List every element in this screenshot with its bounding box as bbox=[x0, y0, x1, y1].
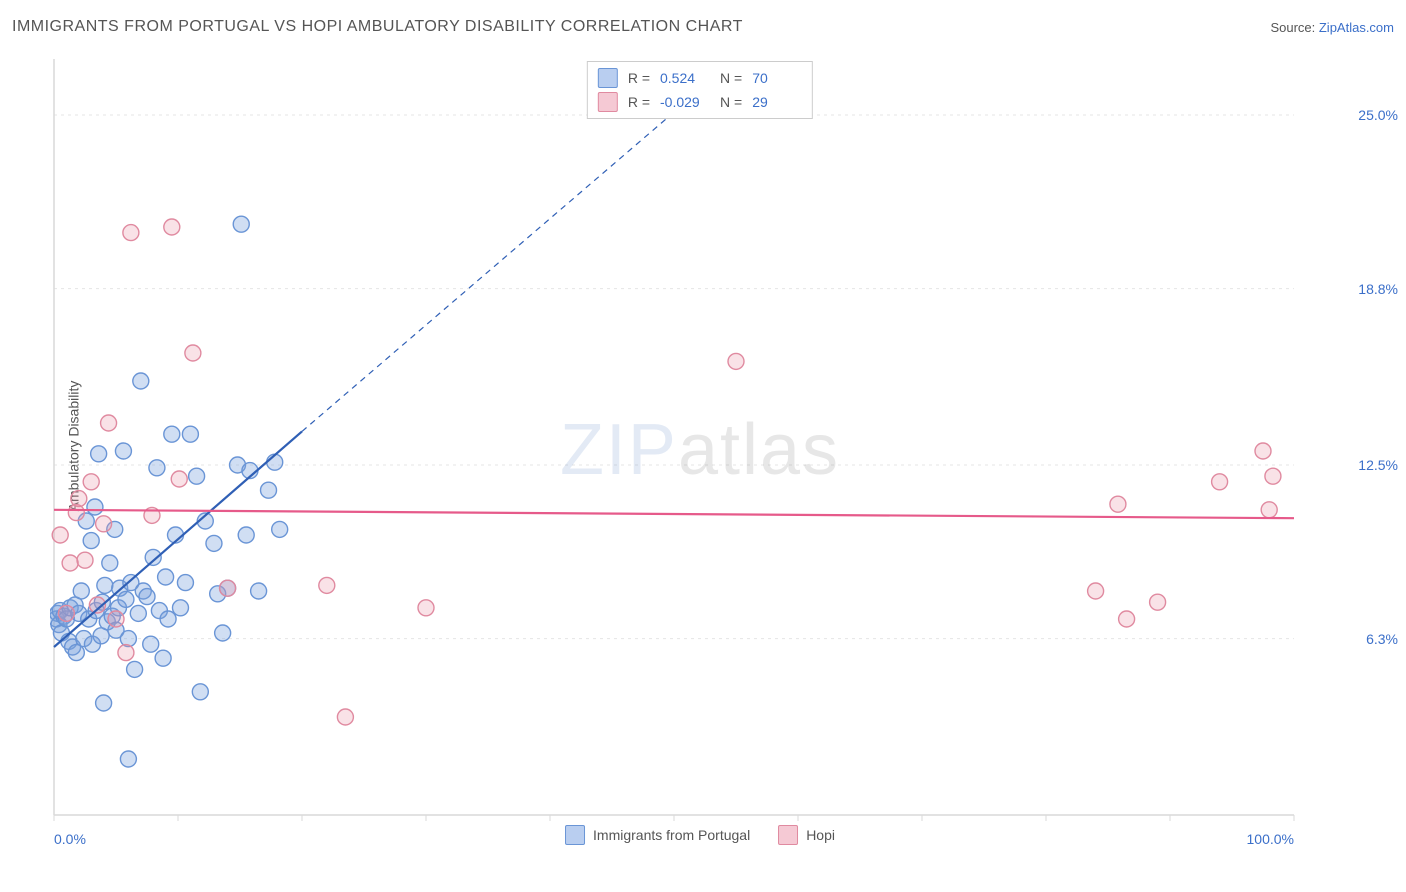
scatter-point bbox=[728, 353, 744, 369]
scatter-point bbox=[1150, 594, 1166, 610]
swatch-portugal bbox=[598, 68, 618, 88]
scatter-point bbox=[337, 709, 353, 725]
scatter-point bbox=[71, 491, 87, 507]
scatter-point bbox=[1088, 583, 1104, 599]
swatch-hopi bbox=[598, 92, 618, 112]
scatter-point bbox=[102, 555, 118, 571]
chart-title: IMMIGRANTS FROM PORTUGAL VS HOPI AMBULAT… bbox=[12, 18, 743, 36]
scatter-point bbox=[164, 219, 180, 235]
legend-item-portugal: Immigrants from Portugal bbox=[565, 825, 750, 845]
scatter-point bbox=[251, 583, 267, 599]
y-tick-label: 12.5% bbox=[1358, 457, 1398, 473]
scatter-point bbox=[272, 521, 288, 537]
legend-label-portugal: Immigrants from Portugal bbox=[593, 827, 750, 843]
scatter-point bbox=[1255, 443, 1271, 459]
scatter-point bbox=[139, 589, 155, 605]
scatter-point bbox=[133, 373, 149, 389]
scatter-point bbox=[1119, 611, 1135, 627]
scatter-point bbox=[1110, 496, 1126, 512]
stats-legend: R = 0.524 N = 70 R = -0.029 N = 29 bbox=[587, 61, 813, 119]
legend-item-hopi: Hopi bbox=[778, 825, 835, 845]
scatter-point bbox=[115, 443, 131, 459]
n-value-portugal: 70 bbox=[752, 70, 802, 86]
scatter-point bbox=[96, 516, 112, 532]
legend-swatch-hopi bbox=[778, 825, 798, 845]
x-tick-label: 0.0% bbox=[54, 831, 86, 847]
scatter-point bbox=[267, 454, 283, 470]
scatter-point bbox=[1261, 502, 1277, 518]
scatter-point bbox=[215, 625, 231, 641]
scatter-point bbox=[96, 695, 112, 711]
scatter-point bbox=[185, 345, 201, 361]
scatter-point bbox=[238, 527, 254, 543]
scatter-point bbox=[52, 527, 68, 543]
n-value-hopi: 29 bbox=[752, 94, 802, 110]
scatter-point bbox=[418, 600, 434, 616]
scatter-point bbox=[177, 575, 193, 591]
scatter-point bbox=[1265, 468, 1281, 484]
y-tick-label: 25.0% bbox=[1358, 107, 1398, 123]
scatter-point bbox=[1212, 474, 1228, 490]
scatter-point bbox=[158, 569, 174, 585]
y-tick-label: 6.3% bbox=[1366, 631, 1398, 647]
scatter-point bbox=[130, 605, 146, 621]
r-value-hopi: -0.029 bbox=[660, 94, 710, 110]
legend-label-hopi: Hopi bbox=[806, 827, 835, 843]
scatter-point bbox=[189, 468, 205, 484]
x-tick-label: 100.0% bbox=[1247, 831, 1294, 847]
legend-swatch-portugal bbox=[565, 825, 585, 845]
scatter-point bbox=[164, 426, 180, 442]
r-label: R = bbox=[628, 94, 650, 110]
scatter-point bbox=[83, 533, 99, 549]
scatter-point bbox=[160, 611, 176, 627]
scatter-point bbox=[83, 474, 99, 490]
regression-line bbox=[54, 510, 1294, 518]
scatter-point bbox=[108, 611, 124, 627]
stats-row-portugal: R = 0.524 N = 70 bbox=[598, 66, 802, 90]
scatter-point bbox=[91, 446, 107, 462]
scatter-point bbox=[68, 505, 84, 521]
y-tick-label: 18.8% bbox=[1358, 281, 1398, 297]
scatter-point bbox=[118, 591, 134, 607]
r-value-portugal: 0.524 bbox=[660, 70, 710, 86]
scatter-point bbox=[145, 549, 161, 565]
n-label: N = bbox=[720, 70, 742, 86]
scatter-point bbox=[143, 636, 159, 652]
stats-row-hopi: R = -0.029 N = 29 bbox=[598, 90, 802, 114]
scatter-point bbox=[58, 605, 74, 621]
bottom-legend: Immigrants from Portugal Hopi bbox=[565, 825, 835, 845]
plot-area: ZIPatlas R = 0.524 N = 70 R = -0.029 N =… bbox=[50, 55, 1350, 845]
scatter-point bbox=[261, 482, 277, 498]
scatter-point bbox=[319, 577, 335, 593]
scatter-point bbox=[233, 216, 249, 232]
scatter-point bbox=[120, 631, 136, 647]
scatter-point bbox=[73, 583, 89, 599]
scatter-point bbox=[97, 577, 113, 593]
scatter-point bbox=[220, 580, 236, 596]
scatter-point bbox=[172, 600, 188, 616]
source-link[interactable]: ZipAtlas.com bbox=[1319, 20, 1394, 35]
scatter-point bbox=[192, 684, 208, 700]
n-label: N = bbox=[720, 94, 742, 110]
scatter-point bbox=[127, 661, 143, 677]
scatter-point bbox=[77, 552, 93, 568]
scatter-point bbox=[118, 645, 134, 661]
source-prefix: Source: bbox=[1270, 20, 1318, 35]
r-label: R = bbox=[628, 70, 650, 86]
scatter-point bbox=[182, 426, 198, 442]
scatter-point bbox=[101, 415, 117, 431]
chart-svg bbox=[50, 55, 1350, 845]
scatter-point bbox=[87, 499, 103, 515]
scatter-point bbox=[149, 460, 165, 476]
scatter-point bbox=[155, 650, 171, 666]
scatter-point bbox=[171, 471, 187, 487]
scatter-point bbox=[62, 555, 78, 571]
scatter-point bbox=[123, 225, 139, 241]
scatter-point bbox=[120, 751, 136, 767]
scatter-point bbox=[206, 535, 222, 551]
source-attribution: Source: ZipAtlas.com bbox=[1270, 20, 1394, 35]
title-bar: IMMIGRANTS FROM PORTUGAL VS HOPI AMBULAT… bbox=[12, 18, 1394, 36]
